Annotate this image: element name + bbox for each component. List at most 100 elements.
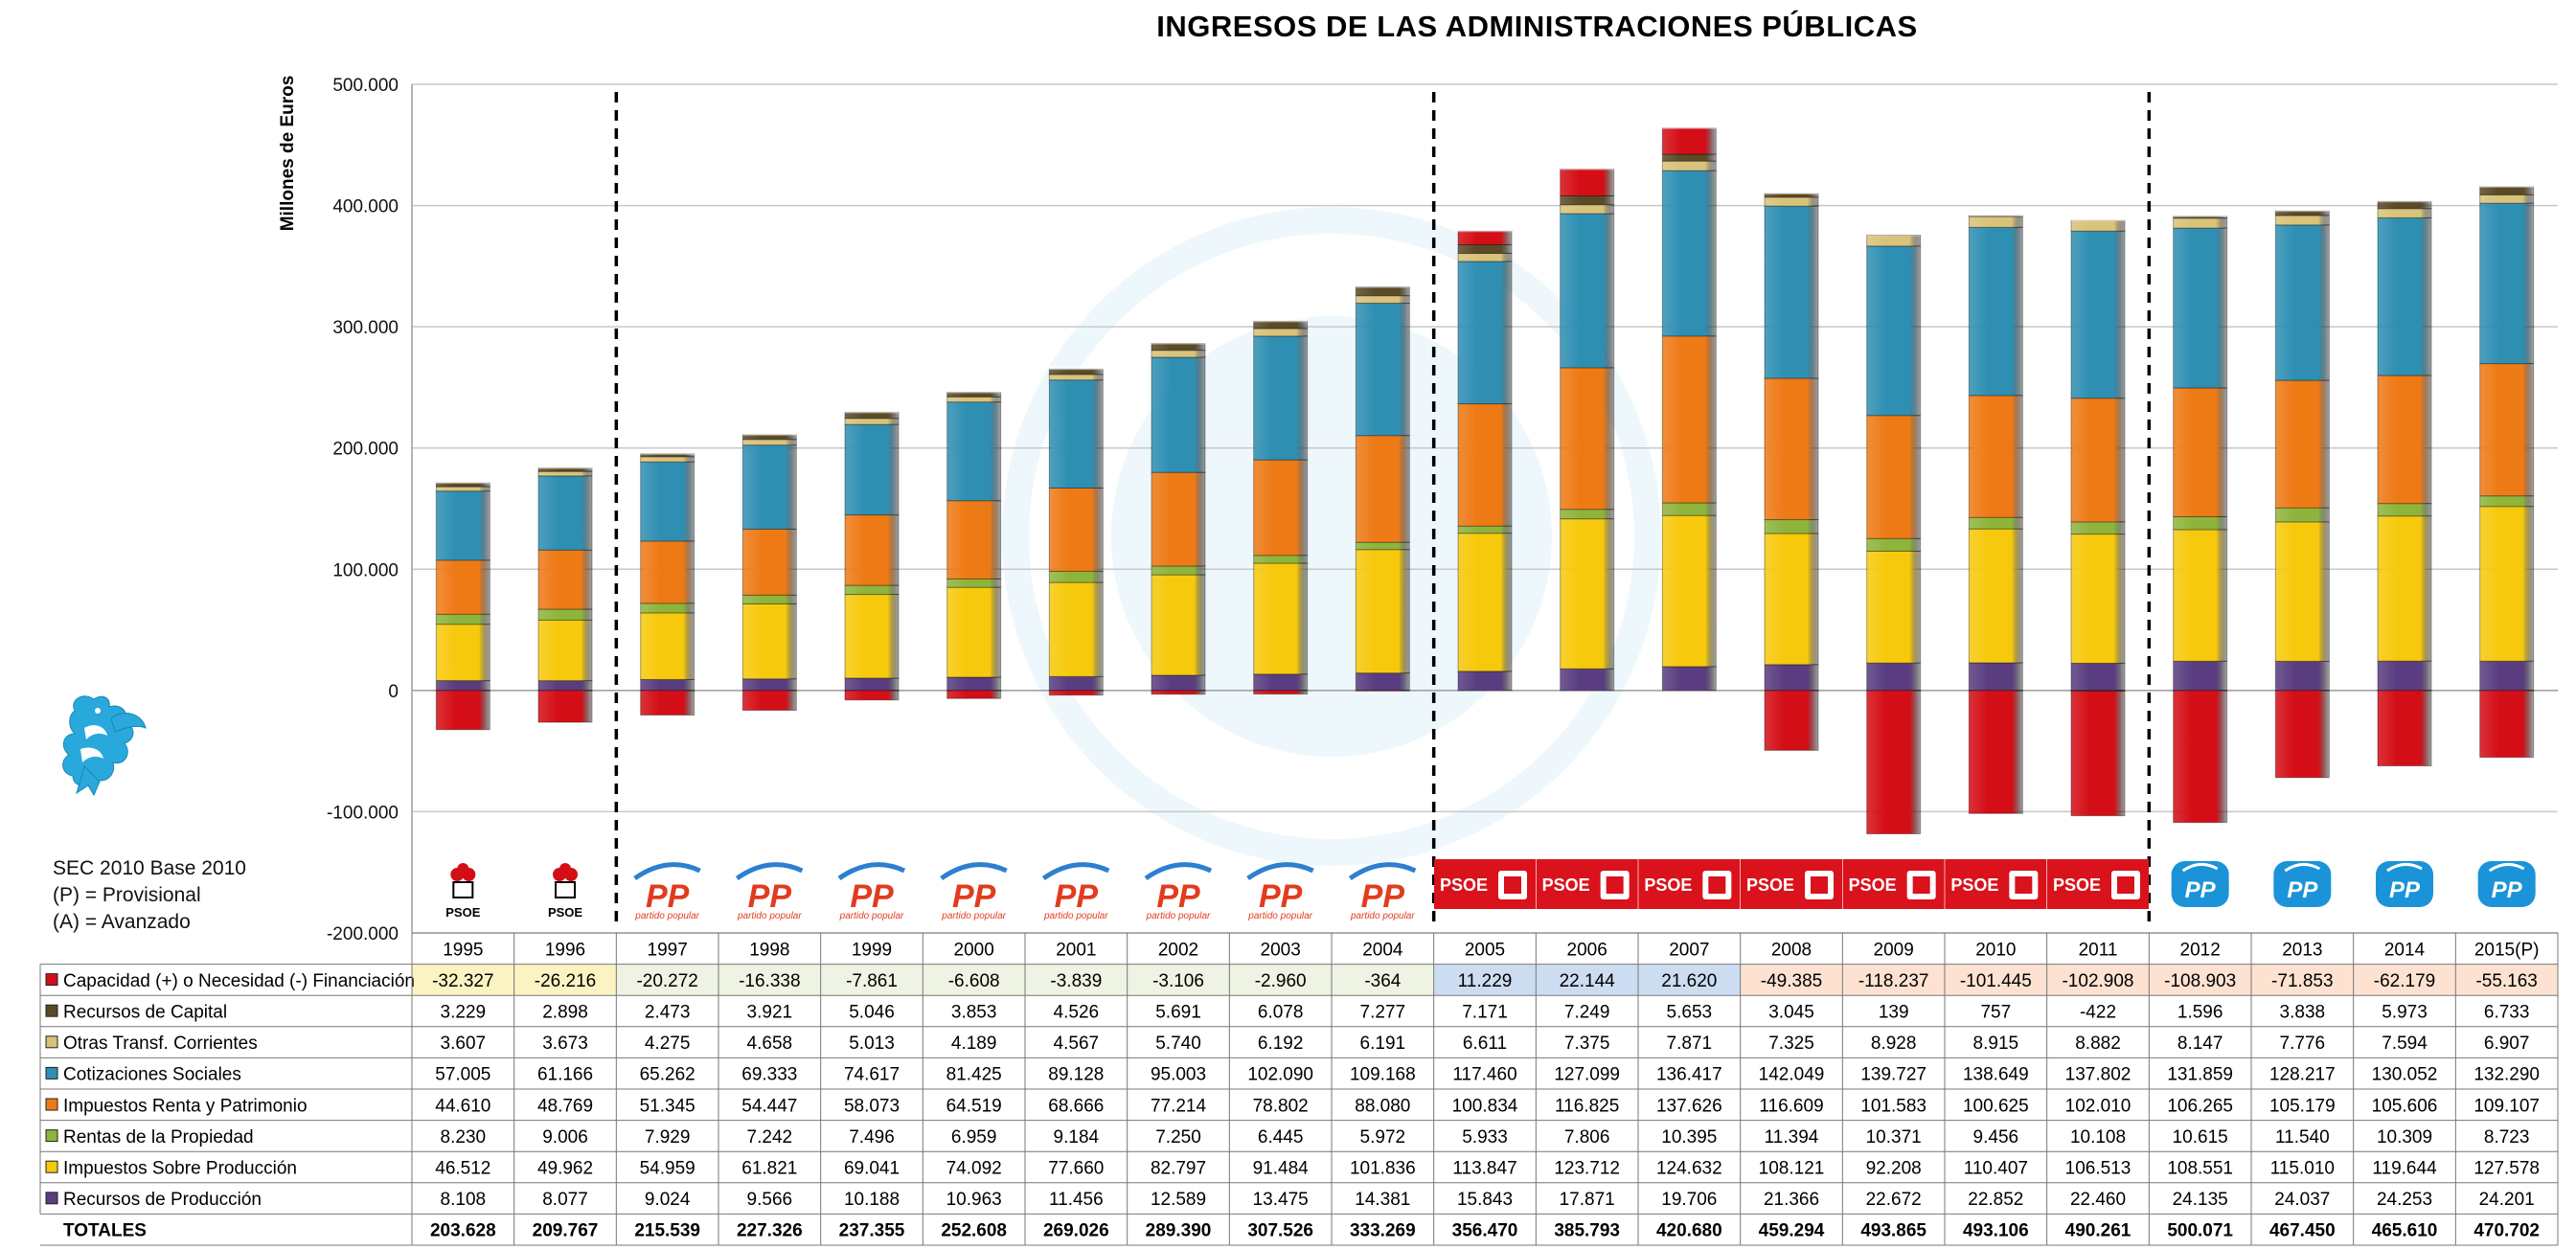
table-cell: 54.959 (640, 1159, 695, 1179)
table-cell: 22.852 (1968, 1190, 2023, 1210)
table-header-year: 2006 (1567, 940, 1607, 960)
bar-segment-otras-transf-corrientes (640, 456, 695, 463)
bar-segment-impuestos-sobre-producci-n (1560, 518, 1615, 670)
table-cell: 21.366 (1764, 1190, 1819, 1210)
y-tick-label: 200.000 (332, 440, 399, 460)
table-cell: 22.144 (1560, 971, 1616, 991)
pp-logo-text: PP (1156, 878, 1200, 915)
bar-segment-recursos-de-producci-n (435, 680, 490, 692)
table-header-year: 2014 (2384, 940, 2426, 960)
bar-segment-capacidad-o-necesidad-financiaci-n (1151, 690, 1206, 695)
cell-highlight (412, 964, 514, 996)
cell-highlight (1229, 964, 1332, 996)
table-header-year: 2013 (2282, 940, 2322, 960)
pp-logo-text: PP (1361, 878, 1405, 915)
table-header-year: 2003 (1261, 940, 1301, 960)
bar-cap (2071, 217, 2125, 222)
bar-segment-recursos-de-producci-n (2070, 662, 2126, 692)
bar-segment-capacidad-o-necesidad-financiaci-n (1764, 690, 1819, 751)
totals-cell: 307.526 (1247, 1221, 1313, 1241)
legend-swatch (45, 1098, 58, 1111)
watermark-ring (1002, 207, 1661, 866)
legend-swatch (45, 1035, 58, 1049)
bar-segment-recursos-de-producci-n (537, 680, 593, 692)
pp-logo-text: PP (1259, 878, 1303, 915)
bar-cap (640, 450, 695, 455)
table-cell: 117.460 (1452, 1065, 1516, 1085)
bar-segment-impuestos-sobre-producci-n (2173, 529, 2228, 662)
table-cell: 95.003 (1151, 1065, 1206, 1085)
table-cell: 127.578 (2473, 1159, 2540, 1179)
table-cell: -6.608 (948, 971, 1000, 991)
legend-swatch (45, 1066, 58, 1080)
bar-segment-capacidad-o-necesidad-financiaci-n (2274, 690, 2330, 779)
table-cell: 101.836 (1350, 1159, 1416, 1179)
table-cell: 4.567 (1054, 1034, 1100, 1054)
table-cell: 9.456 (1973, 1127, 2019, 1148)
table-cell: 7.776 (2280, 1034, 2326, 1054)
table-cell: 6.078 (1258, 1003, 1304, 1023)
bar-stack-2009 (1866, 232, 1922, 835)
bar-segment-capacidad-o-necesidad-financiaci-n (1968, 690, 2023, 814)
y-axis-label: Millones de Euros (278, 76, 298, 232)
legend-swatch (45, 1192, 58, 1205)
table-cell: 5.691 (1155, 1003, 1201, 1023)
bar-stack-1997 (640, 450, 695, 716)
bar-stack-2012 (2173, 213, 2228, 824)
totals-cell: 333.269 (1350, 1221, 1416, 1241)
table-cell: 102.090 (1247, 1065, 1313, 1085)
psoe-logo-text: PSOE (1950, 875, 1998, 895)
table-header-year: 2002 (1158, 940, 1198, 960)
table-cell: 65.262 (640, 1065, 695, 1085)
table-cell: -108.903 (2164, 971, 2236, 991)
table-cell: 6.445 (1258, 1127, 1304, 1148)
bar-cap (1253, 318, 1308, 323)
table-cell: -32.327 (432, 971, 493, 991)
notes-block: SEC 2010 Base 2010 (P) = Provisional (A)… (53, 855, 246, 936)
fist-rose-inner (2117, 876, 2134, 894)
table-cell: 3.045 (1768, 1003, 1814, 1023)
bar-cap (946, 389, 1001, 394)
table-cell: 5.933 (1462, 1127, 1508, 1148)
bar-segment-impuestos-renta-y-patrimonio (2173, 387, 2228, 517)
legend-label: Recursos de Producción (63, 1190, 262, 1210)
table-cell: 91.484 (1253, 1159, 1310, 1179)
bar-segment-recursos-de-producci-n (1968, 662, 2023, 692)
totals-cell: 420.680 (1656, 1221, 1722, 1241)
table-cell: 5.973 (2382, 1003, 2428, 1023)
bar-segment-cotizaciones-sociales (1764, 205, 1819, 379)
bar-segment-rentas-de-la-propiedad (537, 608, 593, 621)
bar-segment-cotizaciones-sociales (640, 461, 695, 542)
bar-segment-impuestos-sobre-producci-n (1457, 533, 1513, 672)
bar-segment-cotizaciones-sociales (1253, 335, 1309, 461)
bar-segment-otras-transf-corrientes (2377, 208, 2432, 218)
table-cell: 24.201 (2479, 1190, 2535, 1210)
y-tick-label: 100.000 (332, 560, 399, 580)
bar-cap (2275, 208, 2330, 213)
bar-segment-impuestos-sobre-producci-n (1661, 514, 1717, 668)
bar-stack-1999 (844, 409, 900, 701)
bar-cap (1151, 340, 1205, 345)
y-tick-label: -200.000 (327, 924, 399, 944)
party-logo-pp-new: PP (2376, 861, 2433, 907)
watermark-disc (1111, 316, 1552, 757)
bar-segment-impuestos-renta-y-patrimonio (1253, 459, 1309, 557)
bar-segment-impuestos-sobre-producci-n (1866, 550, 1922, 664)
bar-segment-capacidad-o-necesidad-financiaci-n (946, 690, 1002, 699)
table-header-year: 2001 (1056, 940, 1096, 960)
table-cell: 11.394 (1765, 1127, 1819, 1148)
legend-label: Capacidad (+) o Necesidad (-) Financiaci… (63, 971, 415, 991)
totals-cell: 459.294 (1759, 1221, 1825, 1241)
bar-segment-recursos-de-capital (2070, 690, 2126, 692)
table-cell: 3.921 (747, 1003, 793, 1023)
party-logo-pp-new: PP (2171, 861, 2229, 907)
cell-highlight (2149, 964, 2251, 996)
table-cell: -101.445 (1960, 971, 2032, 991)
bar-segment-impuestos-sobre-producci-n (946, 586, 1002, 678)
table-cell: 757 (1980, 1003, 2011, 1023)
bar-segment-recursos-de-producci-n (1661, 666, 1717, 692)
bar-segment-capacidad-o-necesidad-financiaci-n (2173, 690, 2228, 824)
table-cell: 61.166 (537, 1065, 593, 1085)
table-header-year: 1996 (545, 940, 585, 960)
